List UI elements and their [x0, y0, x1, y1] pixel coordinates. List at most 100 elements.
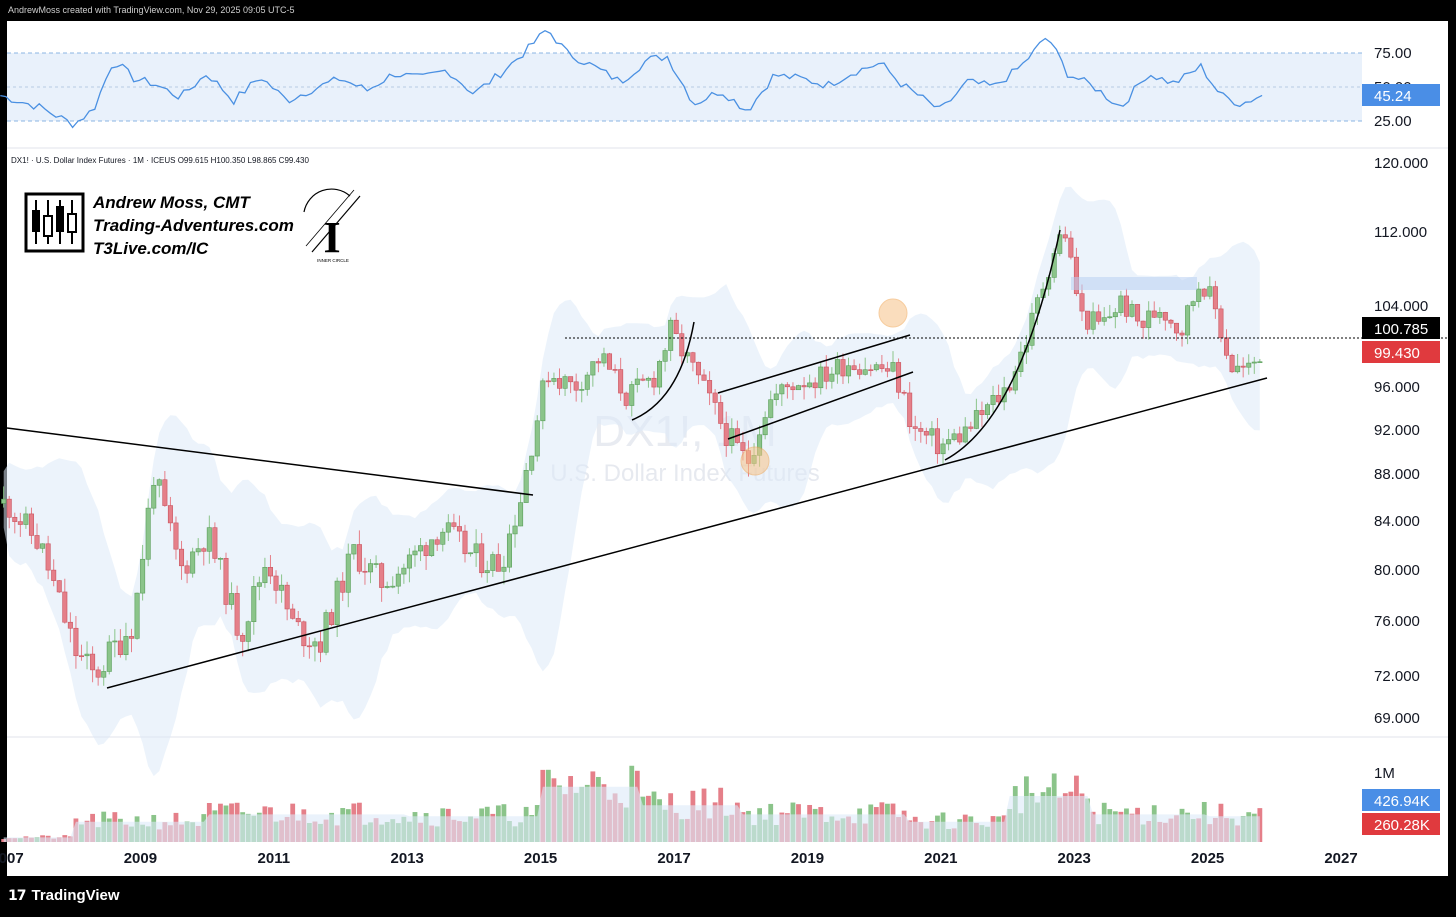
- price-tick-label: 72.000: [1374, 668, 1420, 685]
- year-tick-label: 2023: [1058, 850, 1091, 867]
- price-candle: [607, 352, 613, 370]
- price-candle: [295, 610, 301, 626]
- price-candle: [890, 351, 896, 373]
- price-candle: [1201, 288, 1207, 300]
- candles-logo-icon: [32, 200, 77, 244]
- price-candle: [595, 358, 601, 373]
- price-candle: [1062, 226, 1068, 242]
- price-candle: [62, 578, 68, 624]
- parabolic-curve-2017[interactable]: [631, 321, 695, 421]
- price-tick-label: 88.000: [1374, 466, 1420, 483]
- price-candle: [968, 421, 974, 432]
- price-candle: [1162, 311, 1168, 331]
- price-candle: [618, 357, 624, 401]
- resistance-price-tag: [1362, 317, 1440, 339]
- tradingview-brand: TradingView: [31, 887, 120, 904]
- price-candle: [662, 347, 668, 372]
- price-candle: [423, 541, 429, 570]
- tradingview-mark-icon: 17: [8, 887, 27, 904]
- price-candle: [234, 585, 240, 641]
- price-candle: [1101, 307, 1107, 326]
- price-candle: [873, 361, 879, 372]
- price-candle: [445, 514, 451, 541]
- price-tick-label: 69.000: [1374, 710, 1420, 727]
- price-candle: [173, 516, 179, 560]
- price-candle: [768, 390, 774, 419]
- price-candle: [73, 615, 79, 669]
- price-candle: [40, 543, 46, 553]
- price-candle: [373, 555, 379, 568]
- price-candle: [1090, 302, 1096, 335]
- price-candle: [907, 382, 913, 434]
- price-candle: [179, 540, 185, 580]
- price-candle: [1012, 365, 1018, 395]
- price-candle: [512, 514, 518, 548]
- volume-ma-area: [3, 786, 1260, 842]
- price-candle: [1079, 284, 1085, 322]
- price-candle: [884, 361, 890, 378]
- price-candle: [862, 357, 868, 376]
- volume-label-blue: 426.94K: [1374, 793, 1430, 810]
- volume-bar: [1257, 808, 1263, 842]
- channel-lower-line[interactable]: [727, 371, 914, 440]
- price-tick-label: 112.000: [1374, 224, 1427, 241]
- price-candle: [401, 563, 407, 584]
- price-candle: [1168, 318, 1174, 329]
- volume-tag-red: [1362, 813, 1440, 835]
- price-candle: [267, 555, 273, 585]
- price-candle: [395, 566, 401, 594]
- tradingview-logo[interactable]: 17 TradingView: [8, 887, 120, 904]
- price-candle: [1129, 300, 1135, 318]
- price-candle: [857, 363, 863, 380]
- price-candle: [1146, 301, 1152, 340]
- price-candle: [545, 371, 551, 388]
- price-candle: [368, 559, 374, 584]
- price-candle: [556, 368, 562, 396]
- price-candle: [195, 538, 201, 556]
- year-tick-label: 2027: [1324, 850, 1357, 867]
- price-candle: [56, 580, 62, 593]
- highlight-circle-2020[interactable]: [878, 298, 908, 328]
- price-candle: [184, 560, 190, 584]
- price-candle: [568, 376, 574, 394]
- price-candle: [634, 368, 640, 393]
- author-branding: Andrew Moss, CMT Trading-Adventures.com …: [24, 188, 361, 263]
- price-candle: [12, 512, 18, 534]
- price-candle: [701, 369, 707, 381]
- price-candle: [679, 324, 685, 366]
- price-candle: [356, 530, 362, 575]
- range-highlight-box[interactable]: [1071, 277, 1197, 290]
- highlight-circle-2018[interactable]: [740, 446, 770, 476]
- price-candle: [590, 361, 596, 387]
- price-candle: [145, 498, 151, 567]
- price-pane[interactable]: 120.000 112.000 104.000 96.000 92.000 88.000 8…: [1, 155, 1448, 842]
- volume-tag-blue: [1362, 789, 1440, 811]
- descending-trendline[interactable]: [6, 427, 534, 496]
- year-tick-label: 2013: [391, 850, 424, 867]
- price-candle: [217, 557, 223, 570]
- price-candle: [1212, 280, 1218, 319]
- price-candle: [312, 637, 318, 662]
- price-candle: [106, 635, 112, 675]
- parabolic-curve-2022[interactable]: [944, 229, 1061, 461]
- price-candle: [690, 351, 696, 372]
- price-candle: [1123, 288, 1129, 323]
- trendline-drawings[interactable]: [6, 229, 1448, 689]
- price-tick-label: 92.000: [1374, 422, 1420, 439]
- author-site-2: T3Live.com/IC: [93, 239, 209, 258]
- price-candle: [28, 507, 34, 545]
- channel-upper-line[interactable]: [717, 334, 911, 394]
- price-candle: [996, 384, 1002, 406]
- price-tick-label: 84.000: [1374, 513, 1420, 530]
- price-candle: [362, 557, 368, 585]
- price-candle: [490, 551, 496, 577]
- price-candle: [162, 471, 168, 507]
- year-tick-label: 2007: [0, 850, 24, 867]
- long-term-support-trendline[interactable]: [106, 377, 1268, 689]
- price-candle: [1235, 353, 1241, 374]
- price-candle: [807, 374, 813, 389]
- price-candle: [723, 411, 729, 457]
- price-candle: [573, 373, 579, 402]
